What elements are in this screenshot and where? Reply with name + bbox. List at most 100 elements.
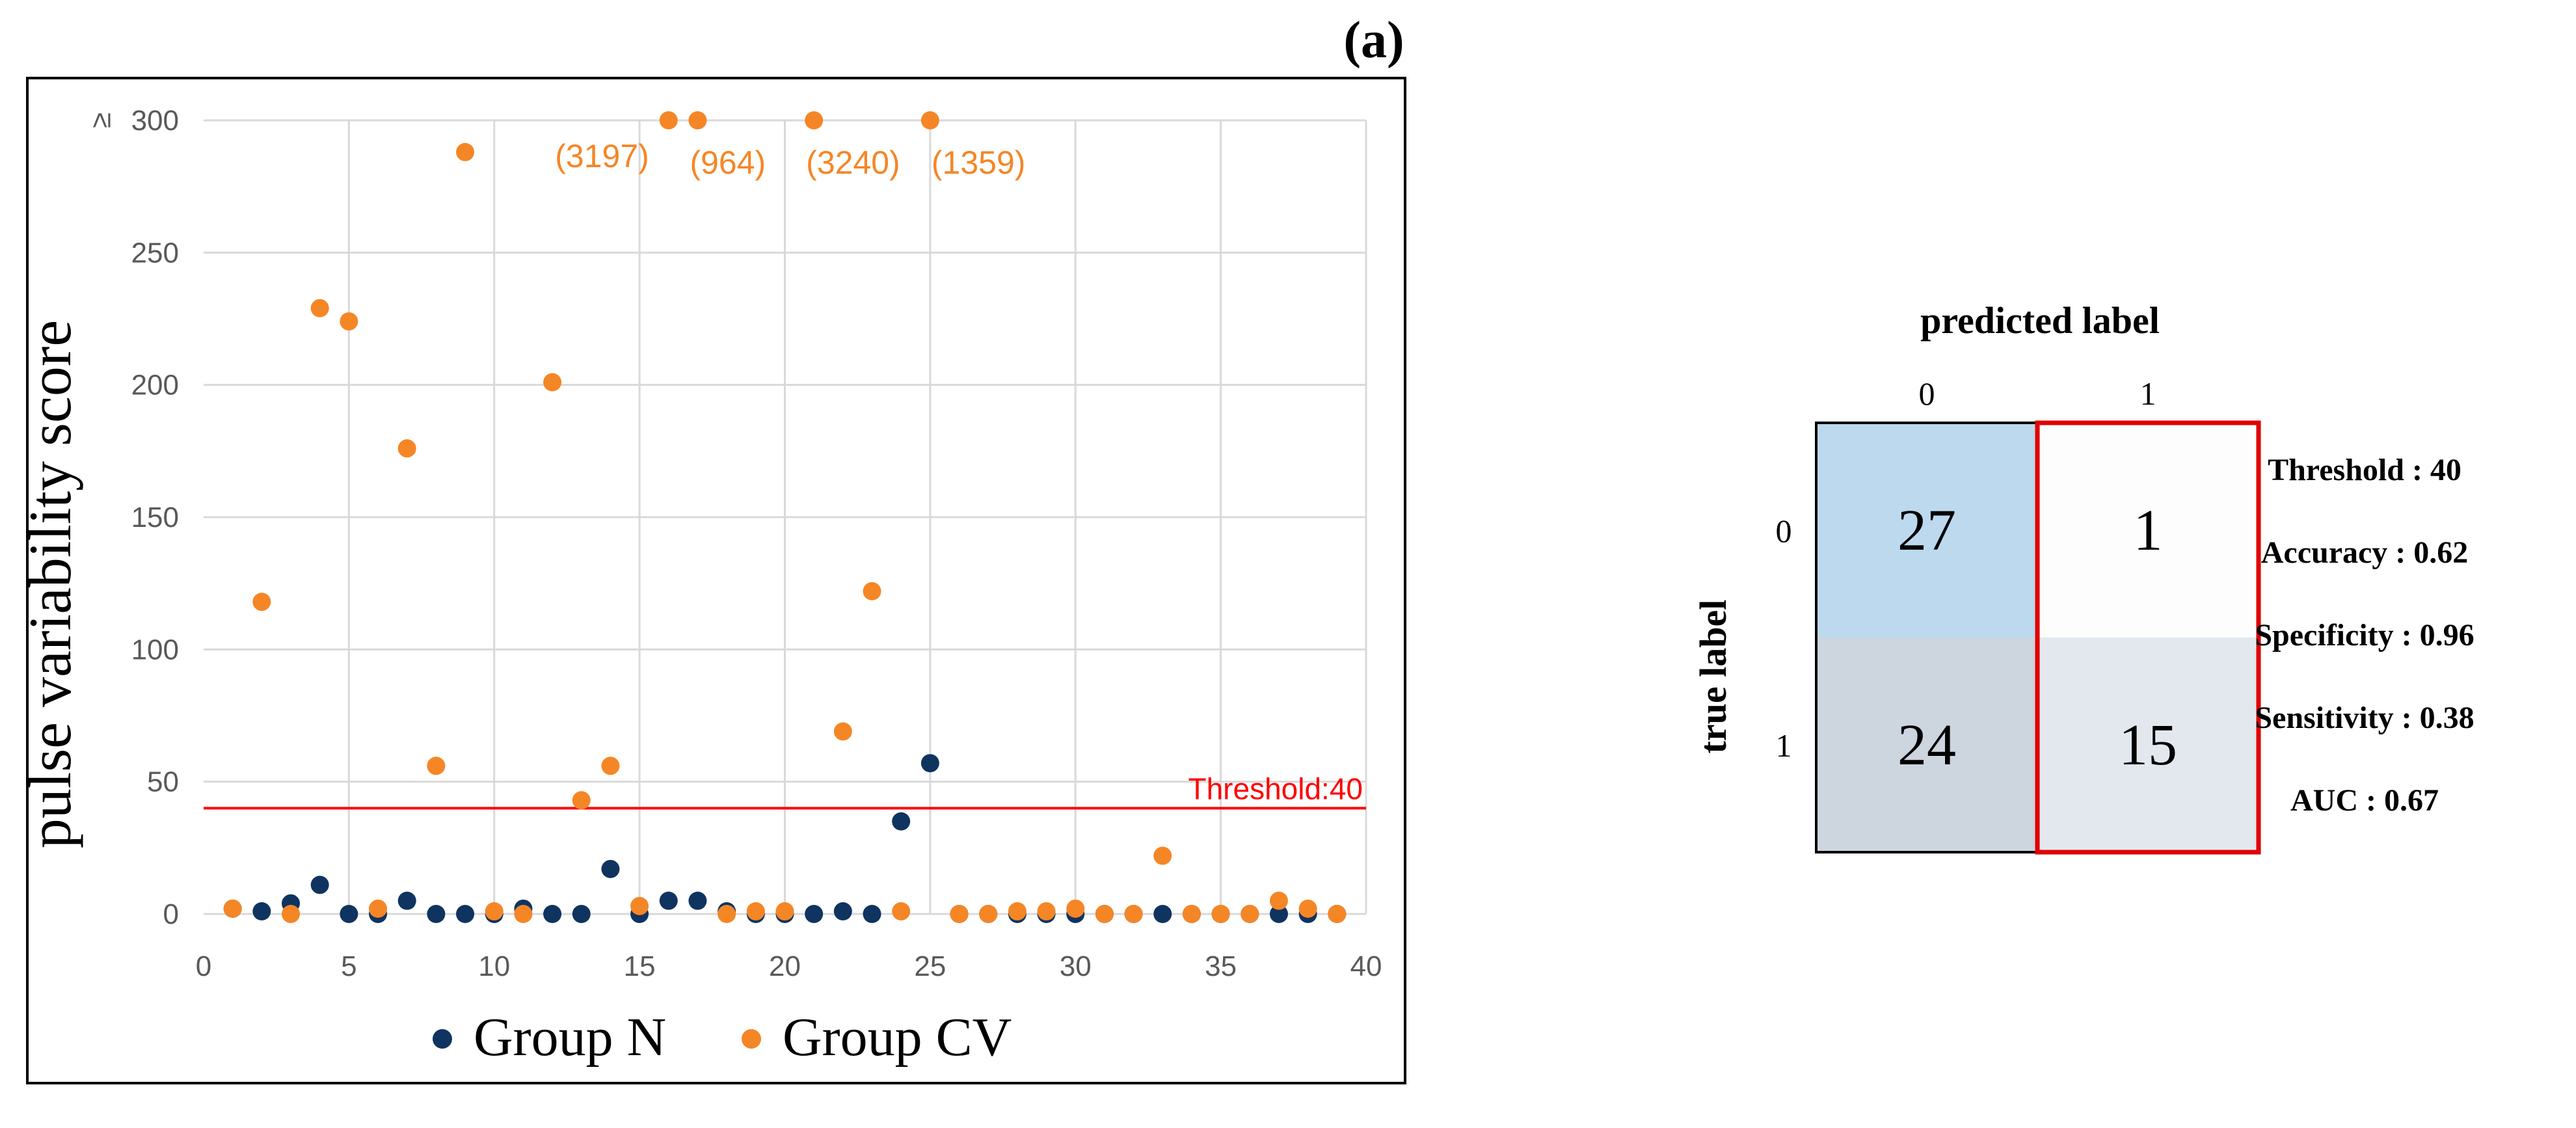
cm-row-label: 1 [1776,727,1792,764]
y-tick-ge-symbol: ≥ [85,113,117,128]
cm-cell-value: 15 [2119,713,2177,777]
data-point [1153,905,1172,923]
data-point [833,722,852,741]
data-point [456,142,475,161]
data-point [1095,905,1114,923]
data-point [601,757,620,775]
data-point [456,905,475,923]
data-point [1008,902,1026,920]
data-point [601,859,620,878]
data-point [892,902,911,920]
data-point [920,754,939,773]
cm-metric: Specificity : 0.96 [2255,618,2474,652]
cm-metric: Sensitivity : 0.38 [2255,701,2474,735]
data-point [223,899,242,918]
gridlines [204,119,1367,915]
threshold-label: Threshold:40 [1188,772,1363,805]
x-tick-label: 10 [478,950,510,982]
x-tick-label: 30 [1060,950,1092,982]
cm-cell [2037,423,2259,638]
data-point [1269,905,1288,923]
data-point [659,111,678,129]
cm-cells: 27 1 24 15 [1816,423,2259,852]
data-point [397,439,416,458]
data-point [1066,899,1085,918]
annotation-label: (964) [690,144,766,181]
cm-cell [1816,638,2037,852]
y-axis-ticks: 0 50 100 150 200 250 300 ≥ [85,105,179,930]
cm-title: predicted label [1920,299,2160,342]
data-point [1211,905,1230,923]
x-tick-label: 5 [341,950,356,982]
y-tick-label: 50 [147,766,179,798]
cm-col-label: 0 [1919,375,1935,412]
data-point [892,812,911,831]
data-point [1182,905,1201,923]
scatter-chart-frame [26,77,1406,1084]
data-point [1269,891,1288,910]
cm-cell-value: 27 [1898,498,1956,563]
y-tick-label: 150 [131,502,179,533]
y-tick-label: 200 [131,369,179,401]
data-point [775,902,794,920]
legend-marker [433,1029,452,1049]
data-point [514,905,533,923]
x-tick-label: 0 [196,950,211,982]
x-tick-label: 40 [1350,950,1382,982]
cm-cell-value: 24 [1898,713,1956,777]
data-point [1153,846,1172,865]
x-tick-label: 20 [769,950,801,982]
cm-y-axis-label: true label [1692,600,1734,754]
y-axis-label: pulse variability score [17,320,83,848]
data-point [543,373,562,392]
confusion-matrix: predicted label 27 124 15 0 101 true label … [1692,299,2475,855]
data-point [979,905,998,923]
y-tick-label: 100 [131,634,179,665]
cm-cell [2037,638,2259,852]
data-point [310,299,329,317]
data-point [340,312,358,331]
data-point [659,891,678,910]
cm-col-label: 1 [2140,375,2156,412]
cm-highlight-column [2035,420,2261,855]
data-point [718,905,736,923]
legend-marker [742,1029,761,1049]
data-point [1124,905,1143,923]
cm-metric: Accuracy : 0.62 [2261,535,2469,570]
data-point [1298,899,1317,918]
annotation-label: (1359) [932,144,1026,181]
legend: Group N Group CV [433,1007,1012,1068]
data-point [863,582,881,600]
data-point [310,876,329,894]
y-tick-label: 250 [131,237,179,269]
data-point [833,902,852,920]
data-point [572,791,591,810]
data-point [572,905,591,923]
y-tick-label: 0 [163,898,179,930]
data-point [920,111,939,129]
threshold: Threshold:40 [204,772,1366,810]
data-point [282,905,301,923]
annotation-label: (3197) [555,138,649,174]
data-point [1328,905,1347,923]
data-point [485,902,503,920]
cm-cell [1816,423,2037,638]
data-point [427,757,446,775]
x-tick-label: 25 [914,950,946,982]
cm-metric: AUC : 0.67 [2290,783,2439,818]
panel-label: (a) [1343,12,1404,69]
scatter-chart: 0 50 100 150 200 250 300 ≥ 0 5 10 15 20 25 30 35 40 pul… [17,105,1382,1068]
data-point [427,905,446,923]
data-point [252,902,271,920]
cm-metric: Threshold : 40 [2268,453,2462,487]
data-point [1241,905,1259,923]
data-point [369,899,388,918]
series-group-cv [223,111,1347,923]
x-axis-ticks: 0 5 10 15 20 25 30 35 40 [196,950,1382,982]
data-point [805,111,824,129]
data-point [950,905,969,923]
data-point [688,891,707,910]
cm-row-label: 0 [1776,513,1792,549]
